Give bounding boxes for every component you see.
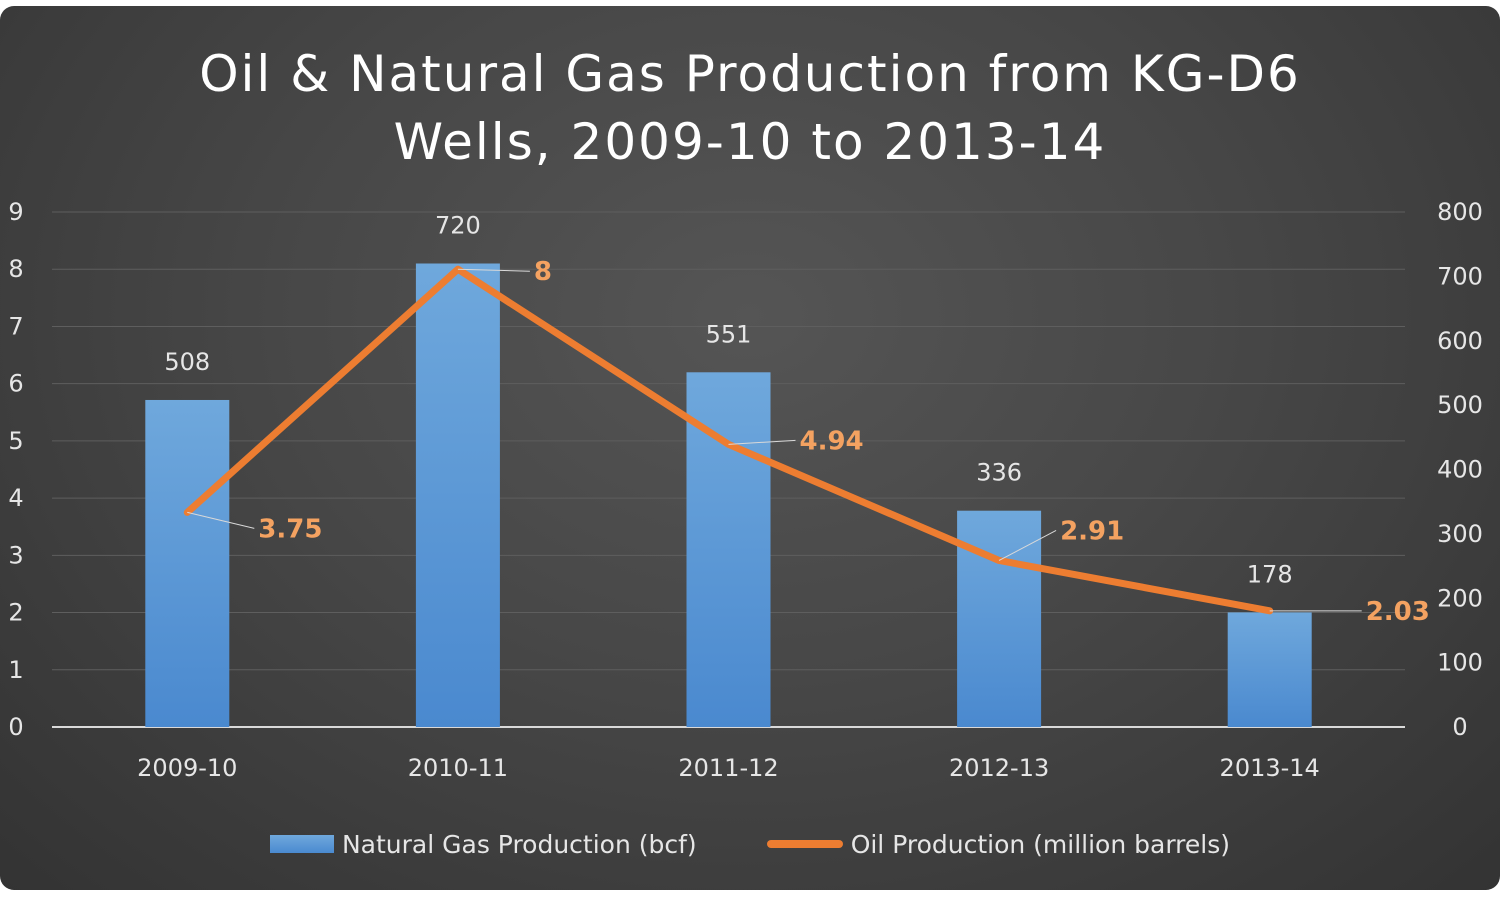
gas-bar-label: 551: [706, 320, 752, 348]
right-axis-tick: 800: [1437, 198, 1483, 226]
gas-bar-label: 508: [164, 348, 210, 376]
legend-item-gas[interactable]: Natural Gas Production (bcf): [269, 829, 697, 859]
right-axis-tick: 300: [1437, 520, 1483, 548]
oil-data-label: 2.91: [1060, 516, 1124, 546]
right-axis-tick: 500: [1437, 391, 1483, 419]
legend-oil-swatch: [766, 840, 843, 848]
left-axis-tick: 1: [8, 656, 23, 684]
x-axis-tick: 2013-14: [1220, 754, 1320, 782]
oil-data-label: 4.94: [800, 426, 864, 456]
oil-leader-line: [998, 530, 1057, 561]
left-axis-tick: 3: [8, 541, 23, 569]
x-axis-tick: 2012-13: [949, 754, 1049, 782]
right-axis-tick: 400: [1437, 456, 1483, 484]
gas-bar-label: 720: [435, 212, 481, 240]
oil-data-label: 3.75: [258, 514, 322, 544]
legend: Natural Gas Production (bcf) Oil Product…: [0, 824, 1500, 864]
legend-gas-label: Natural Gas Production (bcf): [341, 829, 697, 859]
legend-oil-label: Oil Production (million barrels): [850, 829, 1230, 859]
oil-leader-line: [728, 439, 796, 445]
chart-plot: 0 1 2 3 4 5 6 7 8 9 0 100 200 300 400 500 600 700 800 508 72…: [8, 198, 1483, 782]
chart-title-line-2: Wells, 2009-10 to 2013-14: [393, 113, 1107, 171]
x-axis-tick: 2011-12: [678, 754, 778, 782]
right-axis-tick: 100: [1437, 649, 1483, 677]
gas-bar: [686, 372, 771, 727]
gas-bar: [1227, 612, 1312, 727]
right-axis-tick: 200: [1437, 584, 1483, 612]
oil-leader-line: [187, 511, 255, 529]
gas-bar: [415, 263, 500, 727]
right-axis-tick: 0: [1452, 713, 1467, 741]
x-axis-tick: 2009-10: [137, 754, 237, 782]
legend-gas-swatch: [269, 835, 334, 853]
left-axis-tick: 6: [8, 370, 23, 398]
gas-bar-label: 336: [976, 459, 1022, 487]
right-axis-tick: 700: [1437, 262, 1483, 290]
left-axis-tick: 4: [8, 484, 23, 512]
legend-item-oil[interactable]: Oil Production (million barrels): [766, 829, 1230, 859]
oil-data-label: 8: [534, 257, 552, 287]
x-axis-tick: 2010-11: [408, 754, 508, 782]
left-axis-tick: 7: [8, 312, 23, 340]
gas-bar-label: 178: [1247, 560, 1293, 588]
oil-data-label: 2.03: [1366, 597, 1430, 627]
left-axis-tick: 2: [8, 599, 23, 627]
left-axis-tick: 5: [8, 427, 23, 455]
chart-title: Oil & Natural Gas Production from KG-D6 …: [0, 40, 1500, 176]
chart-title-line-1: Oil & Natural Gas Production from KG-D6: [199, 45, 1301, 103]
left-axis-tick: 0: [8, 713, 23, 741]
chart-card: Oil & Natural Gas Production from KG-D6 …: [0, 6, 1500, 890]
gas-bar: [957, 510, 1042, 727]
left-axis-tick: 9: [8, 198, 23, 226]
oil-leader-line: [457, 268, 530, 272]
right-axis-tick: 600: [1437, 327, 1483, 355]
left-axis-tick: 8: [8, 255, 23, 283]
gas-bar: [145, 399, 230, 727]
